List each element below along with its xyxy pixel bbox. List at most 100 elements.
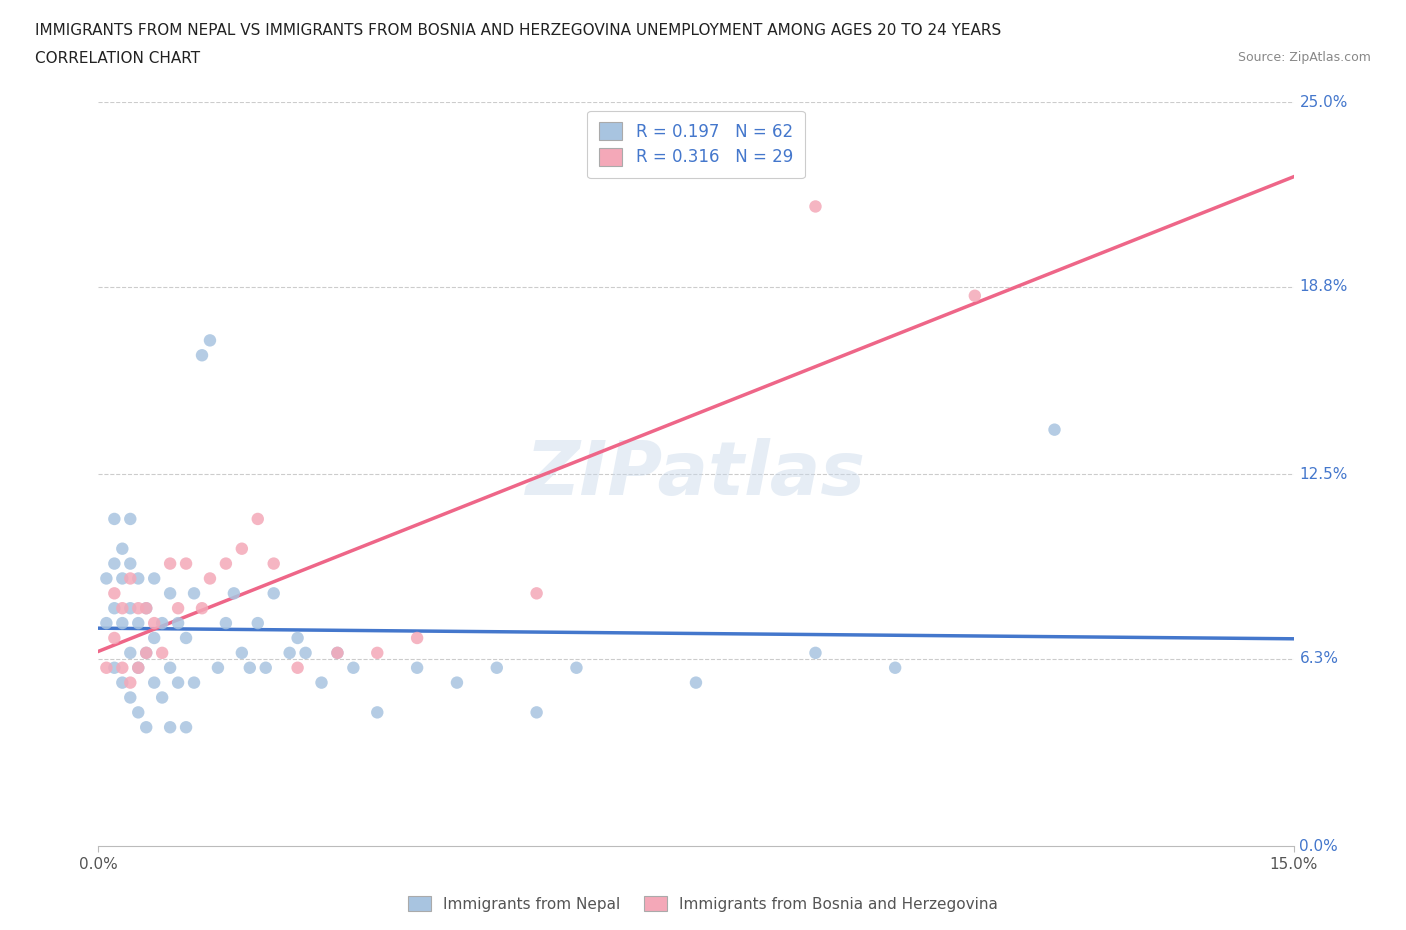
Point bbox=[159, 660, 181, 675]
Point bbox=[127, 571, 149, 586]
Text: 6.3%: 6.3% bbox=[1299, 651, 1339, 666]
Point bbox=[120, 556, 142, 571]
Point bbox=[246, 512, 269, 526]
Point bbox=[183, 675, 205, 690]
Point bbox=[231, 541, 253, 556]
Point bbox=[198, 571, 221, 586]
Point bbox=[1043, 422, 1066, 437]
Point bbox=[215, 556, 238, 571]
Point bbox=[254, 660, 277, 675]
Legend: R = 0.197   N = 62, R = 0.316   N = 29: R = 0.197 N = 62, R = 0.316 N = 29 bbox=[588, 111, 804, 178]
Point bbox=[231, 645, 253, 660]
Point bbox=[167, 601, 190, 616]
Point bbox=[406, 631, 429, 645]
Point bbox=[150, 690, 173, 705]
Point bbox=[526, 705, 548, 720]
Point bbox=[222, 586, 245, 601]
Point bbox=[804, 645, 827, 660]
Point bbox=[127, 660, 149, 675]
Text: 0.0%: 0.0% bbox=[1299, 839, 1339, 854]
Point bbox=[96, 616, 118, 631]
Point bbox=[135, 601, 157, 616]
Text: 12.5%: 12.5% bbox=[1299, 467, 1348, 482]
Point bbox=[159, 556, 181, 571]
Point bbox=[111, 541, 134, 556]
Point bbox=[120, 675, 142, 690]
Point bbox=[294, 645, 316, 660]
Point bbox=[191, 348, 214, 363]
Text: IMMIGRANTS FROM NEPAL VS IMMIGRANTS FROM BOSNIA AND HERZEGOVINA UNEMPLOYMENT AMO: IMMIGRANTS FROM NEPAL VS IMMIGRANTS FROM… bbox=[35, 23, 1001, 38]
Point bbox=[150, 645, 173, 660]
Point bbox=[287, 660, 309, 675]
Point bbox=[96, 571, 118, 586]
Point bbox=[103, 586, 125, 601]
Point bbox=[167, 616, 190, 631]
Text: ZIPatlas: ZIPatlas bbox=[526, 438, 866, 511]
Point bbox=[135, 720, 157, 735]
Text: CORRELATION CHART: CORRELATION CHART bbox=[35, 51, 200, 66]
Point bbox=[135, 601, 157, 616]
Point bbox=[120, 690, 142, 705]
Point bbox=[366, 705, 388, 720]
Point bbox=[263, 586, 285, 601]
Point bbox=[366, 645, 388, 660]
Text: 18.8%: 18.8% bbox=[1299, 279, 1348, 294]
Point bbox=[278, 645, 301, 660]
Point bbox=[103, 660, 125, 675]
Point bbox=[120, 645, 142, 660]
Point bbox=[174, 720, 197, 735]
Point bbox=[150, 616, 173, 631]
Point bbox=[174, 556, 197, 571]
Point bbox=[342, 660, 364, 675]
Point bbox=[311, 675, 333, 690]
Point bbox=[167, 675, 190, 690]
Point bbox=[120, 601, 142, 616]
Text: Source: ZipAtlas.com: Source: ZipAtlas.com bbox=[1237, 51, 1371, 64]
Point bbox=[143, 616, 166, 631]
Point bbox=[526, 586, 548, 601]
Point bbox=[263, 556, 285, 571]
Point bbox=[127, 705, 149, 720]
Point bbox=[96, 660, 118, 675]
Point bbox=[143, 571, 166, 586]
Point bbox=[326, 645, 349, 660]
Point bbox=[103, 631, 125, 645]
Point bbox=[446, 675, 468, 690]
Point bbox=[111, 660, 134, 675]
Point bbox=[159, 720, 181, 735]
Point bbox=[884, 660, 907, 675]
Point bbox=[565, 660, 588, 675]
Point bbox=[143, 675, 166, 690]
Point bbox=[103, 512, 125, 526]
Point bbox=[804, 199, 827, 214]
Point bbox=[246, 616, 269, 631]
Point bbox=[963, 288, 986, 303]
Point bbox=[127, 660, 149, 675]
Point bbox=[239, 660, 262, 675]
Point bbox=[111, 571, 134, 586]
Point bbox=[135, 645, 157, 660]
Point bbox=[111, 601, 134, 616]
Point bbox=[198, 333, 221, 348]
Point bbox=[406, 660, 429, 675]
Point bbox=[287, 631, 309, 645]
Point bbox=[127, 616, 149, 631]
Point bbox=[326, 645, 349, 660]
Point bbox=[191, 601, 214, 616]
Point bbox=[120, 512, 142, 526]
Point bbox=[103, 556, 125, 571]
Point bbox=[183, 586, 205, 601]
Point bbox=[143, 631, 166, 645]
Point bbox=[135, 645, 157, 660]
Point bbox=[485, 660, 508, 675]
Point bbox=[215, 616, 238, 631]
Point bbox=[111, 616, 134, 631]
Point bbox=[111, 675, 134, 690]
Point bbox=[159, 586, 181, 601]
Text: 25.0%: 25.0% bbox=[1299, 95, 1348, 110]
Legend: Immigrants from Nepal, Immigrants from Bosnia and Herzegovina: Immigrants from Nepal, Immigrants from B… bbox=[402, 889, 1004, 918]
Point bbox=[207, 660, 229, 675]
Point bbox=[174, 631, 197, 645]
Point bbox=[120, 571, 142, 586]
Point bbox=[103, 601, 125, 616]
